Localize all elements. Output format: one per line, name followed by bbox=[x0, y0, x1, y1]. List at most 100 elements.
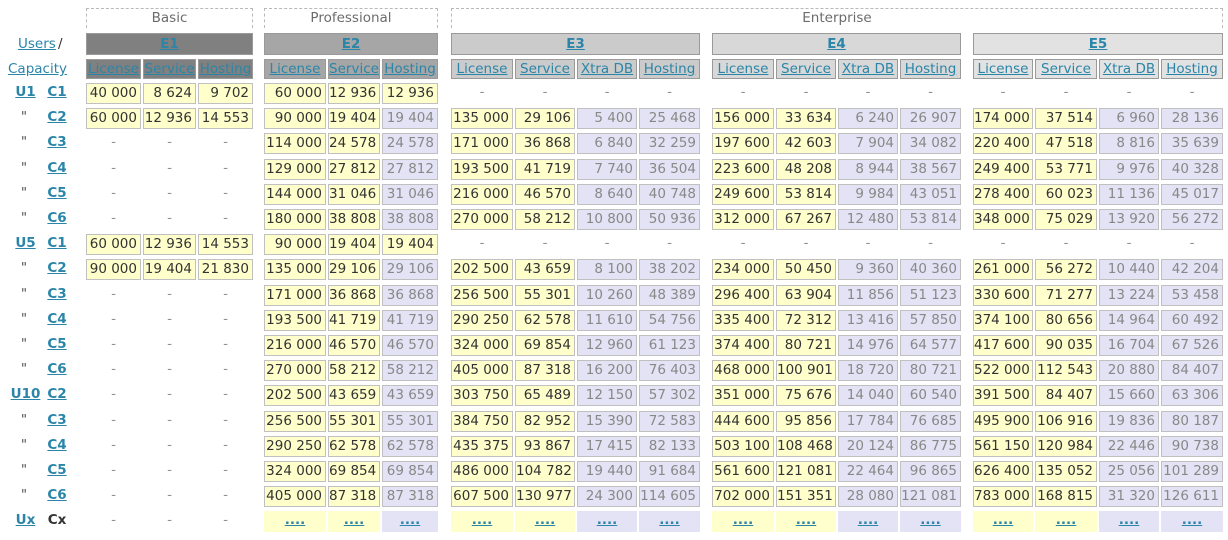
edition-header-e1[interactable]: E1 bbox=[86, 33, 253, 55]
capacity-link-c4[interactable]: C4 bbox=[47, 436, 67, 453]
more-link[interactable]: .... bbox=[577, 511, 637, 533]
price-cell: 48 389 bbox=[639, 284, 700, 306]
more-link[interactable]: .... bbox=[1161, 511, 1223, 533]
capacity-link-c4[interactable]: C4 bbox=[47, 159, 67, 176]
price-cell: 60 000 bbox=[86, 108, 141, 130]
empty-cell-dash: - bbox=[1189, 84, 1195, 100]
edition-header-e2[interactable]: E2 bbox=[264, 33, 438, 55]
price-cell: 15 390 bbox=[577, 410, 637, 432]
more-link[interactable]: .... bbox=[712, 511, 774, 533]
column-header-service[interactable]: Service bbox=[515, 59, 575, 79]
empty-cell-dash: - bbox=[1000, 84, 1006, 100]
price-cell: 6 240 bbox=[838, 108, 898, 130]
more-link[interactable]: .... bbox=[973, 511, 1033, 533]
column-header-license[interactable]: License bbox=[451, 59, 513, 79]
more-link[interactable]: .... bbox=[838, 511, 898, 533]
price-cell: 61 123 bbox=[639, 335, 700, 356]
price-cell: 270 000 bbox=[451, 209, 513, 230]
column-header-license[interactable]: License bbox=[264, 59, 326, 79]
price-cell: 28 136 bbox=[1161, 108, 1223, 130]
column-header-hosting[interactable]: Hosting bbox=[198, 59, 253, 79]
price-cell: 43 659 bbox=[328, 385, 380, 407]
price-cell: 50 450 bbox=[776, 259, 836, 281]
capacity-link-c6[interactable]: C6 bbox=[47, 361, 67, 378]
price-cell: 24 300 bbox=[577, 486, 637, 508]
column-header-service[interactable]: Service bbox=[1035, 59, 1097, 79]
user-link-u5[interactable]: U5 bbox=[15, 235, 36, 252]
capacity-link-c3[interactable]: C3 bbox=[47, 134, 67, 151]
price-cell: 19 440 bbox=[577, 461, 637, 482]
column-header-hosting[interactable]: Hosting bbox=[639, 59, 700, 79]
column-header-xtra-db[interactable]: Xtra DB bbox=[1099, 59, 1159, 79]
more-link[interactable]: .... bbox=[515, 511, 575, 533]
capacity-link-c5[interactable]: C5 bbox=[47, 184, 67, 201]
column-header-license[interactable]: License bbox=[712, 59, 774, 79]
price-cell: 45 017 bbox=[1161, 183, 1223, 205]
capacity-link-c2[interactable]: C2 bbox=[47, 386, 67, 403]
column-header-hosting[interactable]: Hosting bbox=[382, 59, 438, 79]
capacity-link-c2[interactable]: C2 bbox=[47, 109, 67, 126]
price-cell: 290 250 bbox=[451, 309, 513, 331]
more-link[interactable]: .... bbox=[1099, 511, 1159, 533]
more-link[interactable]: .... bbox=[451, 511, 513, 533]
column-header-license[interactable]: License bbox=[86, 59, 141, 79]
capacity-link-c3[interactable]: C3 bbox=[47, 285, 67, 302]
users-header-link[interactable]: Users bbox=[18, 36, 56, 52]
edition-header-e5[interactable]: E5 bbox=[973, 33, 1223, 55]
capacity-link-c5[interactable]: C5 bbox=[47, 336, 67, 352]
capacity-link-c5[interactable]: C5 bbox=[47, 462, 67, 478]
capacity-link-c6[interactable]: C6 bbox=[47, 210, 67, 226]
price-cell: 312 000 bbox=[712, 209, 774, 230]
empty-cell-dash: - bbox=[223, 336, 228, 352]
price-cell: 130 977 bbox=[515, 486, 575, 508]
capacity-link-c1[interactable]: C1 bbox=[47, 235, 67, 252]
price-cell: 41 719 bbox=[328, 309, 380, 331]
more-link[interactable]: .... bbox=[639, 511, 700, 533]
price-cell: 197 600 bbox=[712, 133, 774, 155]
column-header-hosting[interactable]: Hosting bbox=[1161, 59, 1223, 79]
more-link[interactable]: .... bbox=[382, 511, 438, 533]
capacity-link-c1[interactable]: C1 bbox=[47, 84, 67, 100]
price-cell: 702 000 bbox=[712, 486, 774, 508]
empty-cell-dash: - bbox=[167, 184, 172, 201]
price-cell: 5 400 bbox=[577, 108, 637, 130]
capacity-link-c2[interactable]: C2 bbox=[47, 260, 67, 277]
price-cell: 75 029 bbox=[1035, 209, 1097, 230]
user-link-u1[interactable]: U1 bbox=[15, 84, 36, 100]
more-link[interactable]: .... bbox=[264, 511, 326, 533]
price-cell: 46 570 bbox=[515, 183, 575, 205]
more-link[interactable]: .... bbox=[328, 511, 380, 533]
user-link-ux[interactable]: Ux bbox=[15, 512, 36, 529]
empty-cell-dash: - bbox=[167, 336, 172, 352]
capacity-link-c3[interactable]: C3 bbox=[47, 411, 67, 428]
user-link-u10[interactable]: U10 bbox=[10, 386, 41, 403]
column-header-xtra-db[interactable]: Xtra DB bbox=[838, 59, 898, 79]
price-cell: 43 659 bbox=[382, 385, 438, 407]
column-header-service[interactable]: Service bbox=[143, 59, 196, 79]
column-header-service[interactable]: Service bbox=[776, 59, 836, 79]
capacity-header-link[interactable]: Capacity bbox=[8, 61, 67, 77]
empty-cell-dash: - bbox=[865, 84, 871, 100]
more-link[interactable]: .... bbox=[776, 511, 836, 533]
price-cell: 90 000 bbox=[264, 234, 326, 256]
price-cell: 202 500 bbox=[451, 259, 513, 281]
column-header-hosting[interactable]: Hosting bbox=[900, 59, 961, 79]
edition-header-e3[interactable]: E3 bbox=[451, 33, 700, 55]
column-header-xtra-db[interactable]: Xtra DB bbox=[577, 59, 637, 79]
price-cell: 223 600 bbox=[712, 158, 774, 180]
capacity-link-c6[interactable]: C6 bbox=[47, 487, 67, 504]
column-header-service[interactable]: Service bbox=[328, 59, 380, 79]
price-cell: 324 000 bbox=[264, 461, 326, 482]
price-cell: 374 100 bbox=[973, 309, 1033, 331]
column-header-license[interactable]: License bbox=[973, 59, 1033, 79]
empty-cell-dash: - bbox=[479, 235, 485, 252]
edition-header-e4[interactable]: E4 bbox=[712, 33, 961, 55]
more-link[interactable]: .... bbox=[900, 511, 961, 533]
price-cell: 8 640 bbox=[577, 183, 637, 205]
empty-cell-dash: - bbox=[167, 411, 172, 428]
capacity-link-c4[interactable]: C4 bbox=[47, 310, 67, 327]
more-link[interactable]: .... bbox=[1035, 511, 1097, 533]
price-cell: 24 578 bbox=[382, 133, 438, 155]
price-cell: 144 000 bbox=[264, 183, 326, 205]
empty-cell-dash: - bbox=[167, 285, 172, 302]
